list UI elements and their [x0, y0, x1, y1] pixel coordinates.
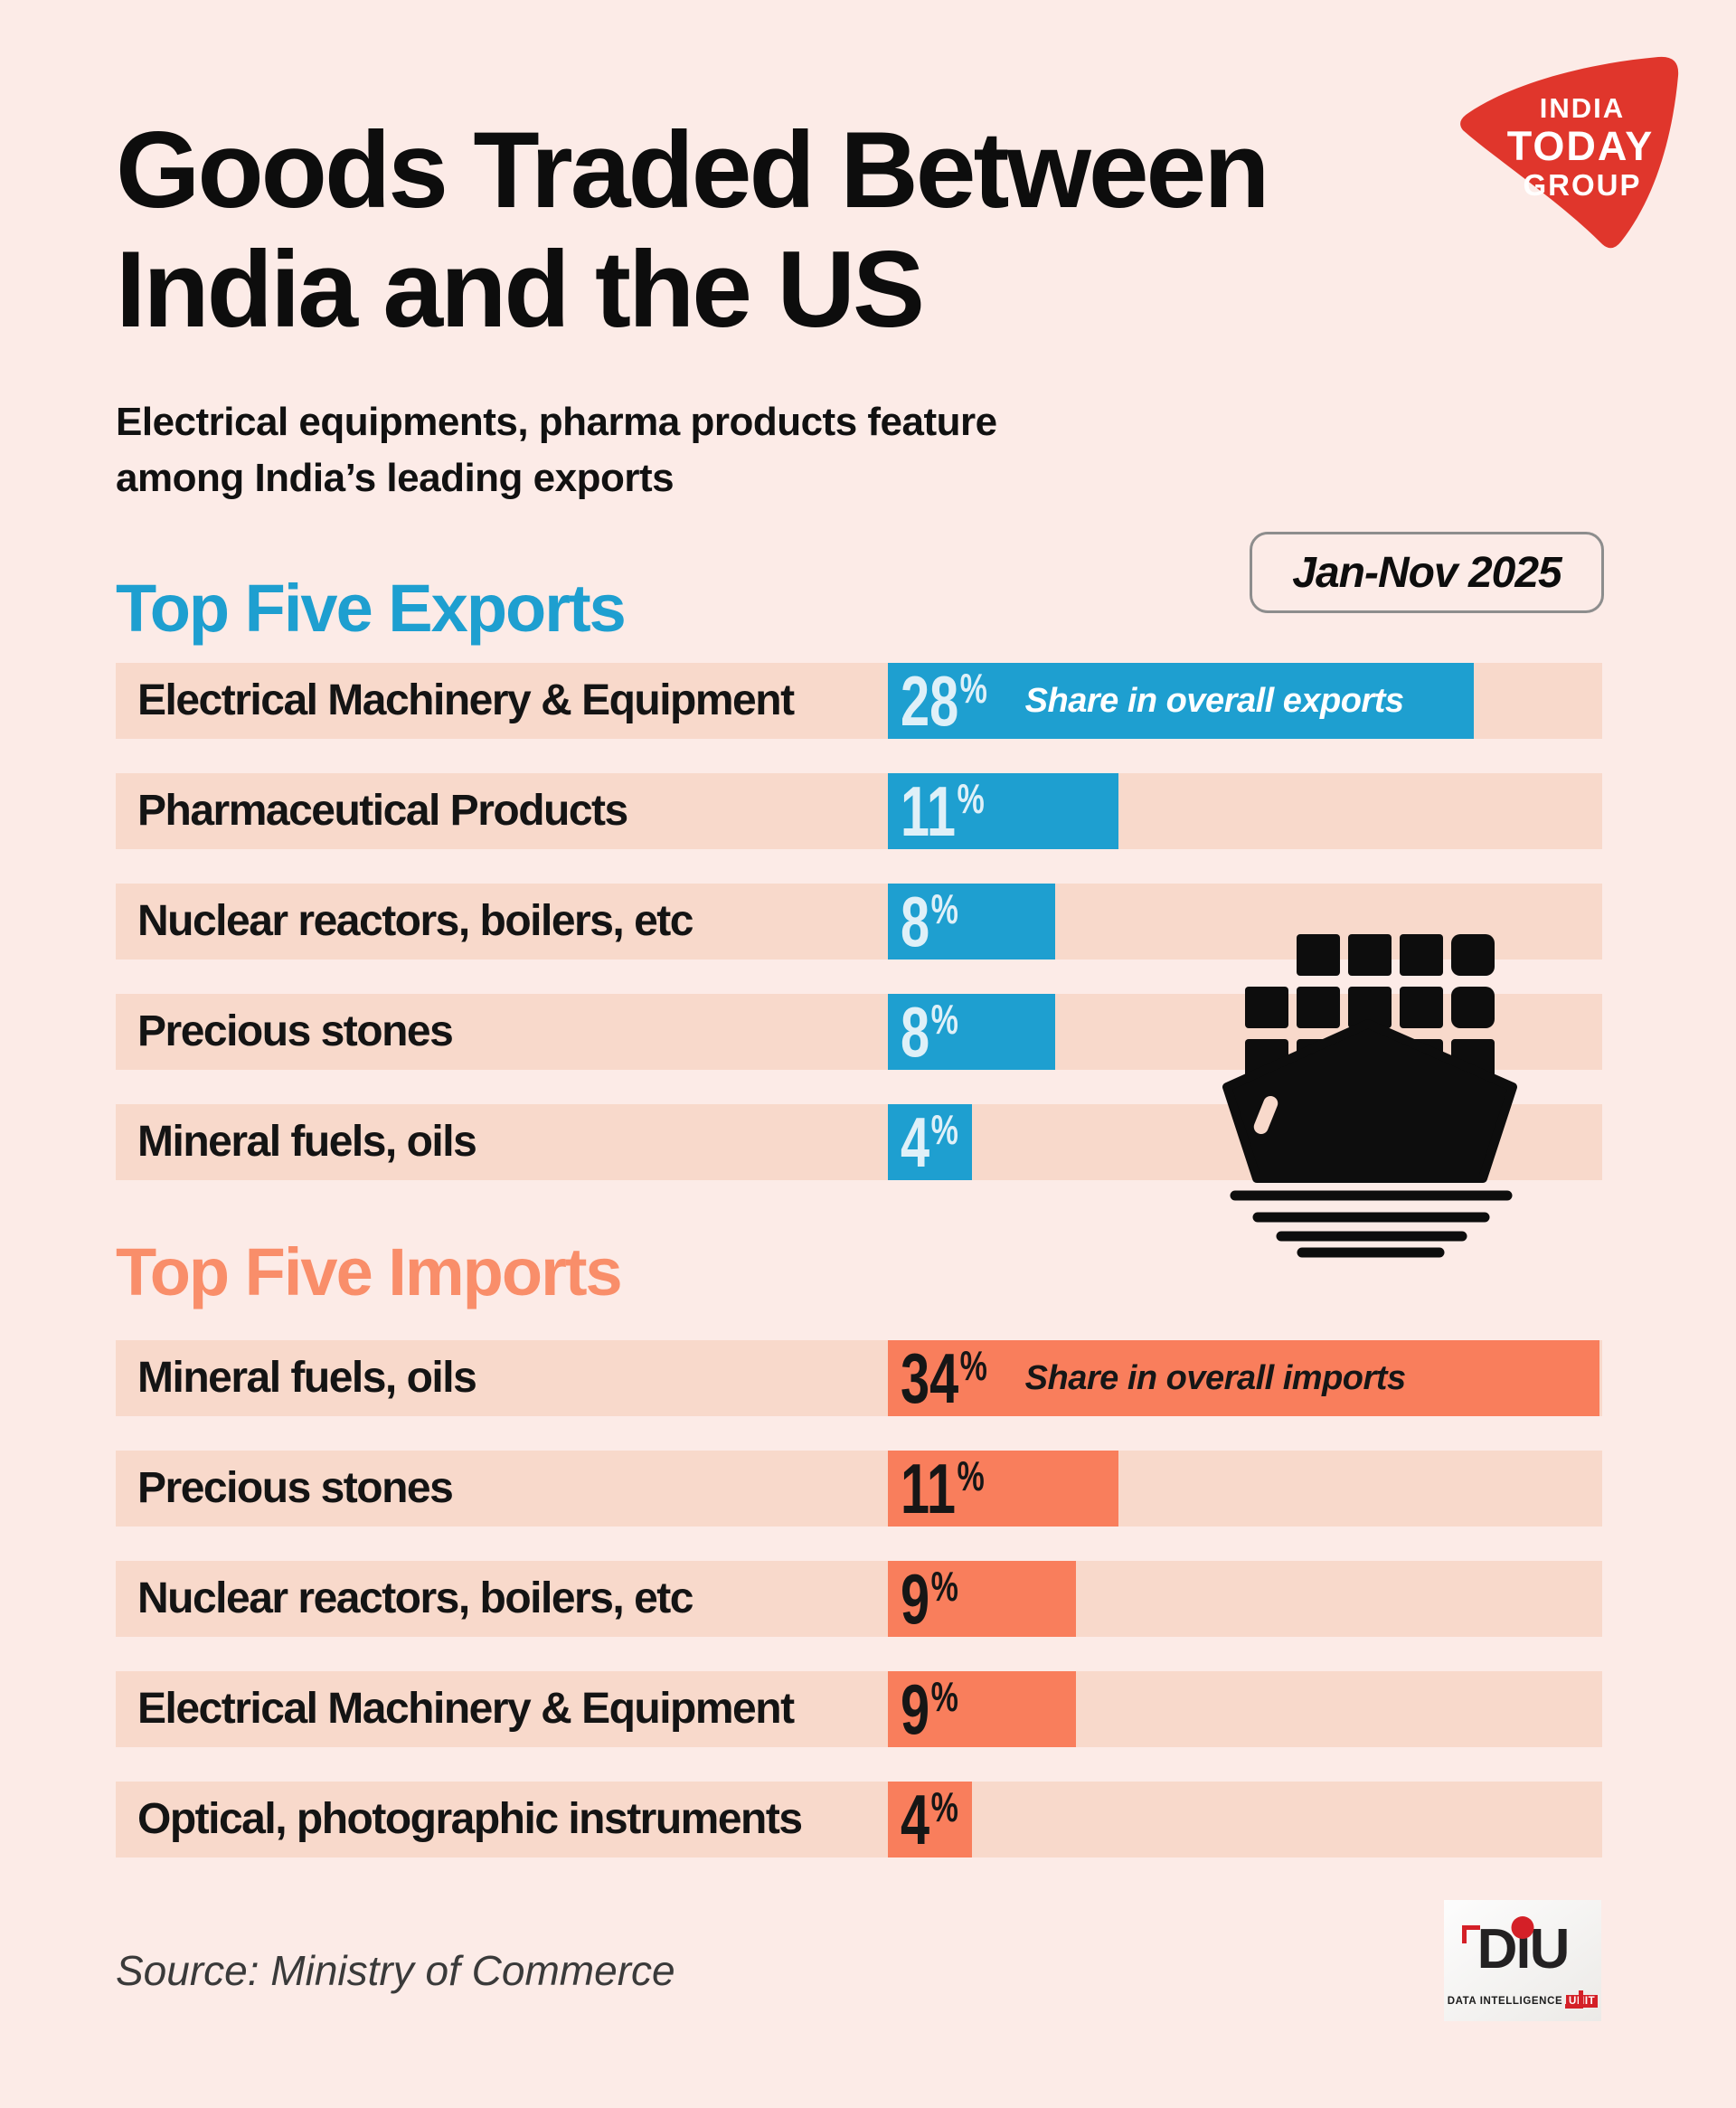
diu-letter-d: D: [1477, 1918, 1518, 1980]
india-today-line-today: TODAY: [1506, 123, 1655, 169]
value-label: 11%: [901, 771, 985, 851]
category-label: Pharmaceutical Products: [137, 787, 628, 835]
chart-row: Pharmaceutical Products 11%: [116, 773, 1602, 849]
diu-letter-i: i: [1511, 1916, 1534, 1978]
diu-logo: Di U DATA INTELLIGENCE UNIT: [1444, 1900, 1601, 2021]
value-bar: 11%: [888, 773, 1118, 849]
page-title-line1: Goods Traded Between: [116, 109, 1270, 231]
category-label: Nuclear reactors, boilers, etc: [137, 897, 693, 945]
value-label: 9%: [901, 1559, 958, 1639]
value-bar: 4%: [888, 1104, 972, 1180]
value-bar: 9%: [888, 1671, 1076, 1747]
diu-corner-bracket-bottom-right: [1565, 1990, 1583, 2009]
value-bar: 4%: [888, 1782, 972, 1857]
value-bar: 8%: [888, 994, 1055, 1070]
value-bar: 34% Share in overall imports: [888, 1340, 1599, 1416]
value-label: 28%: [901, 661, 987, 741]
category-label: Mineral fuels, oils: [137, 1118, 477, 1166]
value-label: 4%: [901, 1780, 958, 1859]
imports-bar-chart: Mineral fuels, oils 34% Share in overall i…: [116, 1340, 1602, 1883]
share-annotation: Share in overall exports: [1024, 681, 1404, 720]
period-badge: Jan-Nov 2025: [1250, 532, 1604, 613]
category-label: Optical, photographic instruments: [137, 1795, 803, 1843]
chart-row: Nuclear reactors, boilers, etc 9%: [116, 1561, 1602, 1637]
page-subtitle: Electrical equipments, pharma products f…: [116, 394, 997, 506]
chart-row: Precious stones 11%: [116, 1451, 1602, 1527]
india-today-line-india: INDIA: [1539, 92, 1626, 124]
india-today-logo-shape: [1460, 56, 1679, 249]
diu-corner-bracket-top-left: [1462, 1925, 1480, 1943]
value-bar: 9%: [888, 1561, 1076, 1637]
page-subtitle-line1: Electrical equipments, pharma products f…: [116, 400, 997, 444]
value-bar: 28% Share in overall exports: [888, 663, 1474, 739]
exports-section-heading: Top Five Exports: [116, 571, 627, 646]
value-label: 8%: [901, 992, 958, 1072]
exports-bar-chart: Electrical Machinery & Equipment 28% Share…: [116, 663, 1602, 1205]
value-label: 4%: [901, 1102, 958, 1182]
value-label: 34%: [901, 1338, 987, 1418]
category-label: Electrical Machinery & Equipment: [137, 1685, 795, 1733]
category-label: Nuclear reactors, boilers, etc: [137, 1574, 693, 1622]
india-today-group-logo: INDIA TODAY GROUP: [1452, 52, 1691, 260]
chart-row: Electrical Machinery & Equipment 28% Share…: [116, 663, 1602, 739]
chart-row: Mineral fuels, oils 34% Share in overall i…: [116, 1340, 1602, 1416]
value-label: 9%: [901, 1669, 958, 1749]
category-label: Electrical Machinery & Equipment: [137, 676, 795, 724]
category-label: Mineral fuels, oils: [137, 1354, 477, 1402]
value-label: 11%: [901, 1449, 985, 1528]
diu-letter-u: U: [1529, 1918, 1571, 1980]
category-label: Precious stones: [137, 1007, 454, 1055]
value-label: 8%: [901, 882, 958, 961]
value-bar: 8%: [888, 884, 1055, 959]
category-label: Precious stones: [137, 1464, 454, 1512]
chart-row: Electrical Machinery & Equipment 9%: [116, 1671, 1602, 1747]
cargo-ship-icon: [1221, 927, 1519, 1262]
chart-row: Optical, photographic instruments 4%: [116, 1782, 1602, 1857]
diu-wordmark: Di U: [1444, 1916, 1601, 1978]
share-annotation: Share in overall imports: [1024, 1358, 1406, 1397]
page-title: Goods Traded Between India and the US: [116, 109, 1270, 350]
page-subtitle-line2: among India’s leading exports: [116, 456, 675, 500]
source-note: Source: Ministry of Commerce: [116, 1947, 675, 1994]
imports-section-heading: Top Five Imports: [116, 1234, 623, 1309]
diu-brain-dot-icon: [1511, 1916, 1534, 1939]
value-bar: 11%: [888, 1451, 1118, 1527]
india-today-line-group: GROUP: [1523, 168, 1642, 202]
page-title-line2: India and the US: [116, 229, 925, 350]
